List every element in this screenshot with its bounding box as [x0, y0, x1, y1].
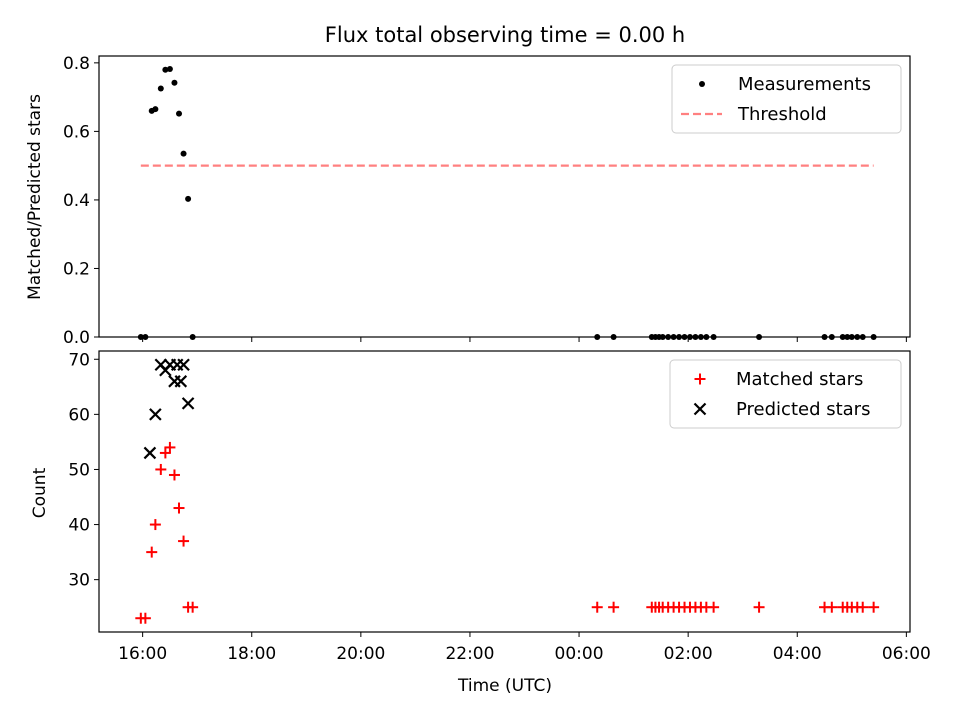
bottom-x-point — [149, 408, 162, 421]
bottom-x-point — [181, 397, 195, 410]
x-tick-label: 04:00 — [773, 644, 822, 664]
legend-label: Matched stars — [736, 369, 863, 390]
x-tick-label: 18:00 — [227, 644, 276, 664]
bottom-plus-point — [857, 601, 869, 613]
x-tick-label: 20:00 — [336, 644, 385, 664]
legend-dot-swatch — [699, 81, 705, 87]
legend-label: Measurements — [738, 74, 871, 95]
bottom-plus-point — [187, 601, 199, 613]
legend-x-swatch — [693, 402, 707, 416]
bottom-y-tick-label: 40 — [68, 516, 90, 536]
top-dot-point — [157, 85, 164, 92]
bottom-plus-point — [753, 601, 765, 613]
bottom-y-tick-label: 50 — [68, 460, 90, 480]
bottom-x-point — [143, 446, 157, 460]
top-dot-point — [162, 66, 169, 73]
x-tick-label: 06:00 — [882, 644, 931, 664]
legend-label: Threshold — [737, 104, 827, 125]
x-axis-label: Time (UTC) — [457, 676, 552, 696]
bottom-y-tick-label: 30 — [68, 571, 90, 591]
bottom-x-point — [174, 375, 188, 388]
bottom-plus-point — [826, 601, 838, 613]
top-y-tick-label: 0.4 — [63, 191, 90, 211]
bottom-plus-point — [591, 601, 603, 613]
top-dot-point — [166, 66, 173, 73]
x-tick-label: 00:00 — [555, 644, 604, 664]
bottom-plus-point — [168, 469, 180, 481]
top-y-tick-label: 0.2 — [63, 259, 90, 279]
bottom-legend — [669, 359, 902, 429]
bottom-plus-point — [155, 463, 167, 475]
chart-title: Flux total observing time = 0.00 h — [325, 23, 685, 47]
top-y-tick-label: 0.0 — [63, 328, 90, 348]
bottom-plus-point — [173, 502, 185, 514]
bottom-plus-point — [149, 519, 161, 531]
top-y-tick-label: 0.6 — [63, 122, 90, 142]
bottom-y-tick-label: 70 — [68, 350, 90, 370]
bottom-x-point — [177, 358, 190, 372]
bottom-plus-point — [139, 612, 151, 624]
plot-layer: 0.0 0.2 0.4 0.6 0.8 Measurements Threshold 30 40… — [63, 54, 931, 664]
x-tick-label: 22:00 — [445, 644, 494, 664]
bottom-plus-point — [159, 447, 171, 459]
bottom-y-axis-label: Count — [30, 467, 50, 518]
top-dot-point — [180, 150, 187, 157]
bottom-y-tick-label: 60 — [68, 405, 90, 425]
bottom-axes-frame — [98, 350, 911, 633]
bottom-plus-point — [608, 601, 620, 613]
top-y-axis-label: Matched/Predicted stars — [25, 94, 45, 300]
bottom-plus-point — [164, 441, 176, 453]
x-tick-label: 02:00 — [664, 644, 713, 664]
top-dot-point — [176, 110, 183, 117]
top-axes-frame — [98, 55, 911, 338]
x-tick-label: 16:00 — [118, 644, 167, 664]
legend-plus-swatch — [694, 373, 706, 385]
bottom-plus-point — [868, 601, 880, 613]
legend-label: Predicted stars — [736, 399, 870, 420]
top-dot-point — [185, 195, 192, 202]
bottom-plus-point — [146, 546, 158, 558]
top-dot-point — [152, 106, 159, 113]
top-legend — [671, 64, 902, 134]
bottom-plus-point — [708, 601, 720, 613]
top-y-tick-label: 0.8 — [63, 54, 90, 74]
bottom-plus-point — [178, 535, 190, 547]
top-dot-point — [171, 79, 178, 86]
